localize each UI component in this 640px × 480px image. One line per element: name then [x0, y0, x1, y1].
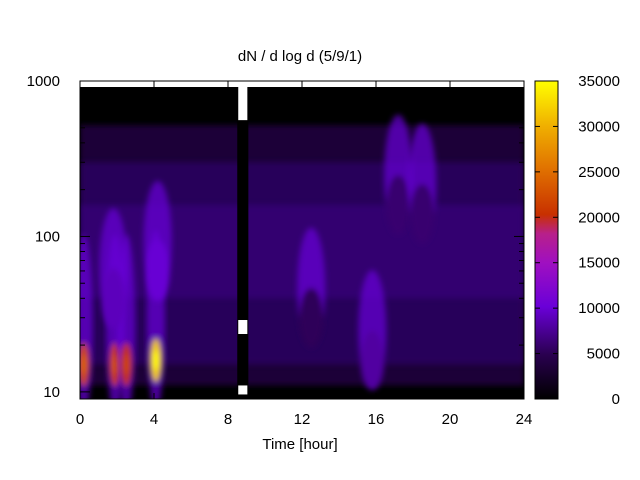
data-gap-white — [238, 385, 248, 395]
heatmap-peak — [99, 208, 128, 329]
y-axis: 10 100 1000 — [27, 73, 524, 401]
colorbar-tick-label: 0 — [612, 391, 620, 408]
heatmap-peak — [384, 114, 413, 235]
chart-title: dN / d log d (5/9/1) — [238, 48, 362, 65]
heatmap-peak — [358, 270, 387, 391]
colorbar-tick-label: 25000 — [578, 164, 620, 181]
heatmap-peak — [80, 234, 93, 399]
colorbar-tick-label: 10000 — [578, 300, 620, 317]
colorbar-tick-label: 5000 — [587, 346, 620, 363]
heatmap-peak — [143, 180, 172, 301]
colorbar — [534, 80, 559, 400]
colorbar-tick-label: 20000 — [578, 209, 620, 226]
x-tick-label: 0 — [76, 411, 84, 428]
colorbar-tick-label: 35000 — [578, 73, 620, 90]
x-axis-label: Time [hour] — [262, 436, 337, 453]
y-tick-label: 10 — [43, 384, 60, 401]
data-gap-white — [238, 320, 248, 335]
colorbar-tick-label: 15000 — [578, 255, 620, 272]
colorbar-ticks: 0 5000 10000 15000 20000 25000 30000 35000 — [535, 73, 620, 408]
x-tick-label: 24 — [516, 411, 533, 428]
y-tick-label: 100 — [35, 228, 60, 245]
plot-area — [80, 81, 524, 399]
heatmap-peak — [297, 227, 326, 348]
x-tick-label: 16 — [368, 411, 385, 428]
heatmap-peak — [408, 123, 437, 244]
y-tick-label: 1000 — [27, 73, 60, 90]
x-axis: 0 4 8 12 16 20 24 — [76, 81, 533, 428]
x-tick-label: 8 — [224, 411, 232, 428]
x-tick-label: 12 — [294, 411, 311, 428]
data-gap-white — [238, 87, 248, 121]
x-tick-label: 20 — [442, 411, 459, 428]
data-gap — [237, 87, 249, 399]
colorbar-tick-label: 30000 — [578, 118, 620, 135]
x-tick-label: 4 — [150, 411, 158, 428]
